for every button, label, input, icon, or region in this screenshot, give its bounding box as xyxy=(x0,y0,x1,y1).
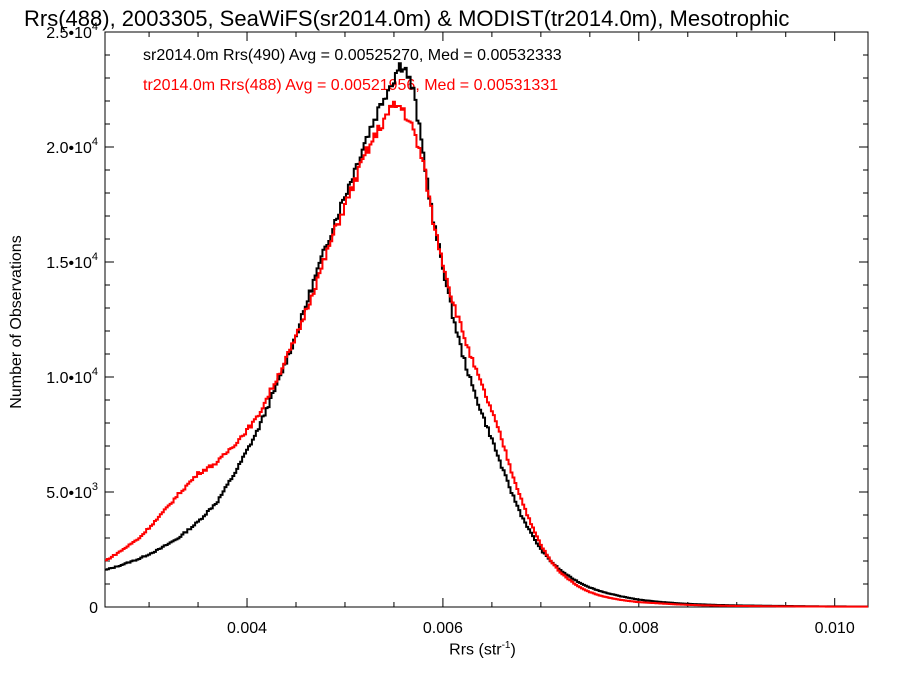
chart-title: Rrs(488), 2003305, SeaWiFS(sr2014.0m) & … xyxy=(24,6,790,31)
x-tick-label: 0.006 xyxy=(423,620,463,637)
x-tick-label: 0.010 xyxy=(815,620,855,637)
y-tick-label: 5.0•103 xyxy=(46,481,98,502)
x-axis-label: Rrs (str-1) xyxy=(449,640,516,659)
y-tick-label: 0 xyxy=(89,600,98,617)
plot-frame xyxy=(104,31,869,608)
legend-entry-red: tr2014.0m Rrs(488) Avg = 0.00521956, Med… xyxy=(143,77,559,94)
y-axis-label: Number of Observations xyxy=(8,235,25,409)
legend-entry-black: sr2014.0m Rrs(490) Avg = 0.00525270, Med… xyxy=(143,47,562,64)
y-tick-label: 1.0•104 xyxy=(46,366,98,387)
y-tick-label: 1.5•104 xyxy=(46,251,98,272)
x-tick-label: 0.008 xyxy=(619,620,659,637)
series-line-black xyxy=(105,62,868,608)
series-line-red xyxy=(105,100,868,608)
y-tick-label: 2.5•104 xyxy=(46,21,98,42)
y-tick-label: 2.0•104 xyxy=(46,136,98,157)
x-tick-label: 0.004 xyxy=(227,620,267,637)
